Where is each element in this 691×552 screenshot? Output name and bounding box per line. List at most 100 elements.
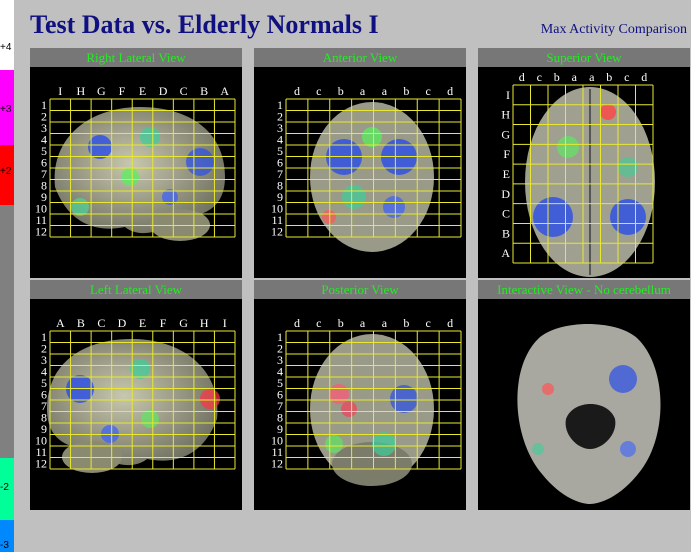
grid-row-label: 4 [277, 132, 283, 146]
grid-row-label: 11 [35, 213, 47, 227]
grid-row-label: 10 [271, 433, 283, 447]
grid-row-label: E [503, 167, 510, 181]
grid-col-label: C [180, 84, 188, 98]
scale-label-plus4: +4 [0, 42, 12, 53]
grid-row-label: 3 [277, 353, 283, 367]
grid-row-label: 6 [41, 155, 47, 169]
grid-col-label: a [382, 316, 388, 330]
grid-col-label: F [160, 316, 167, 330]
grid-col-label: C [97, 316, 105, 330]
grid-col-label: I [223, 316, 227, 330]
grid-col-label: d [294, 84, 300, 98]
grid-col-label: I [58, 84, 62, 98]
grid-col-label: c [426, 84, 431, 98]
grid-row-label: 9 [41, 190, 47, 204]
panel-header: Anterior View [254, 48, 466, 67]
grid-col-label: d [447, 84, 453, 98]
grid-col-label: d [447, 316, 453, 330]
grid-row-label: 1 [277, 330, 283, 344]
grid-col-label: c [316, 316, 321, 330]
grid-col-label: b [403, 316, 409, 330]
grid-col-label: a [589, 70, 595, 84]
grid-col-label: E [139, 84, 146, 98]
brain-view-posterior: d c b a a b c d 1 2 3 4 5 6 7 8 9 10 11 12 [254, 299, 466, 510]
grid-row-label: 11 [35, 445, 47, 459]
grid-row-label: G [501, 127, 510, 141]
grid-row-label: 2 [277, 109, 283, 123]
grid-row-label: 7 [277, 399, 283, 413]
grid-col-label: a [382, 84, 388, 98]
grid-row-label: 12 [35, 224, 47, 238]
scale-seg-plus3 [0, 70, 14, 145]
grid-col-label: A [56, 316, 65, 330]
grid-col-label: H [76, 84, 85, 98]
grid-row-label: H [501, 108, 510, 122]
panel-left-lateral[interactable]: Left Lateral View A B C D E F G H I 1 2 3 4 5 6 7 8 9 10 11… [30, 280, 242, 510]
grid-col-label: c [426, 316, 431, 330]
grid-row-label: 8 [41, 410, 47, 424]
grid-row-label: 9 [277, 190, 283, 204]
grid-col-label: c [537, 70, 542, 84]
grid-row-label: 2 [41, 109, 47, 123]
grid-row-label: 9 [277, 422, 283, 436]
page-subtitle: Max Activity Comparison [540, 22, 687, 37]
grid-row-label: 7 [41, 399, 47, 413]
scale-label-plus3: +3 [0, 104, 12, 115]
grid-col-label: E [139, 316, 146, 330]
grid-row-label: 7 [41, 167, 47, 181]
grid-row-label: 12 [271, 456, 283, 470]
grid-row-label: 10 [35, 433, 47, 447]
scale-seg-minus3 [0, 520, 14, 552]
brain-view-left-lateral: A B C D E F G H I 1 2 3 4 5 6 7 8 9 10 11 12 [30, 299, 242, 510]
grid-row-label: A [501, 246, 510, 260]
panel-anterior[interactable]: Anterior View d c b a a b c d 1 2 3 4 5 6 7 8 9 10 11 12 [254, 48, 466, 278]
panel-interactive[interactable]: Interactive View - No cerebellum [478, 280, 690, 510]
grid-col-label: A [220, 84, 229, 98]
grid-row-label: 9 [41, 422, 47, 436]
grid-row-label: 2 [277, 341, 283, 355]
scale-seg-neutral [0, 205, 14, 458]
grid-row-label: B [502, 226, 510, 240]
brain-view-interactive[interactable] [478, 299, 690, 510]
grid-col-label: d [641, 70, 647, 84]
grid-row-label: 8 [41, 178, 47, 192]
grid-col-label: F [119, 84, 126, 98]
scale-label-plus2: +2 [0, 166, 12, 177]
panel-header: Interactive View - No cerebellum [478, 280, 690, 299]
scale-seg-minus2 [0, 458, 14, 520]
grid-row-label: 4 [277, 364, 283, 378]
panel-right-lateral[interactable]: Right Lateral View I H G F E D C B A 1 2 3 4 5 6 7 8 9 10 1… [30, 48, 242, 278]
grid-col-label: b [554, 70, 560, 84]
grid-col-label: G [97, 84, 106, 98]
grid-row-label: 6 [277, 155, 283, 169]
grid-row-label: 5 [277, 376, 283, 390]
color-scale: +4 +3 +2 -2 -3 [0, 0, 14, 552]
grid-row-label: 11 [271, 213, 283, 227]
grid-row-label: 1 [41, 98, 47, 112]
panel-header: Right Lateral View [30, 48, 242, 67]
grid-col-label: c [624, 70, 629, 84]
grid-col-label: G [179, 316, 188, 330]
grid-row-label: 11 [271, 445, 283, 459]
grid-row-label: D [501, 187, 510, 201]
grid-col-label: H [200, 316, 209, 330]
grid-row-label: C [502, 207, 510, 221]
page-title: Test Data vs. Elderly Normals I [30, 10, 379, 39]
grid-row-label: 8 [277, 178, 283, 192]
grid-row-label: 4 [41, 364, 47, 378]
grid-row-label: 3 [41, 121, 47, 135]
grid-row-label: 12 [271, 224, 283, 238]
panel-header: Superior View [478, 48, 690, 67]
grid-row-label: 1 [277, 98, 283, 112]
grid-col-label: b [338, 84, 344, 98]
panel-posterior[interactable]: Posterior View d c b a a b c d 1 2 3 4 5 6 7 8 9 10 11 12 [254, 280, 466, 510]
